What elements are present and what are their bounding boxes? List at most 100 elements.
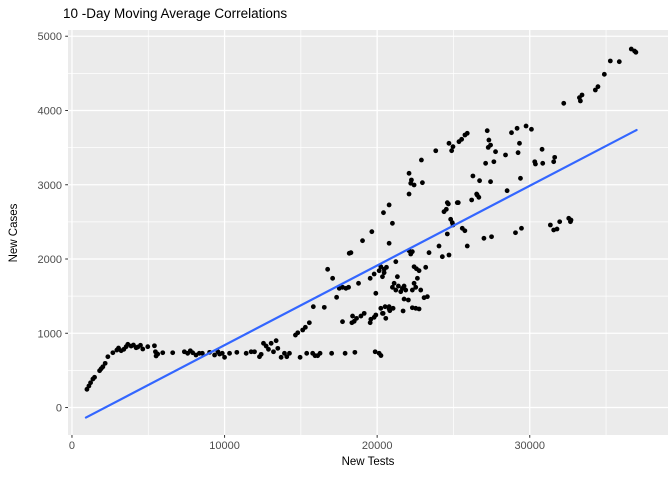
data-point	[515, 150, 521, 156]
data-point	[302, 324, 308, 330]
data-point	[295, 330, 301, 336]
data-point	[406, 170, 412, 176]
data-point	[371, 271, 377, 277]
data-point	[393, 259, 399, 265]
data-point	[304, 350, 310, 356]
data-point	[513, 230, 518, 236]
data-point	[390, 305, 396, 311]
data-point	[401, 283, 407, 289]
data-point	[278, 354, 284, 360]
data-point	[433, 148, 439, 154]
data-point	[222, 354, 227, 360]
data-point	[275, 345, 281, 351]
data-point	[401, 296, 407, 302]
data-point	[248, 349, 254, 355]
data-point	[485, 145, 491, 150]
data-point	[348, 250, 354, 256]
data-point	[483, 160, 489, 166]
data-point	[219, 350, 225, 356]
data-point	[416, 268, 422, 274]
data-point	[577, 98, 583, 104]
data-point	[306, 320, 312, 326]
data-point	[354, 315, 359, 321]
data-point	[418, 287, 424, 293]
data-point	[464, 243, 470, 249]
data-point	[554, 226, 560, 232]
data-point	[160, 350, 166, 356]
data-point	[517, 140, 522, 146]
data-point	[411, 280, 417, 286]
data-point	[297, 354, 303, 360]
data-point	[481, 235, 487, 241]
data-point	[448, 216, 454, 222]
data-point	[488, 179, 493, 185]
data-point	[360, 238, 365, 244]
data-point	[455, 200, 461, 206]
data-point	[227, 350, 232, 356]
data-point	[509, 130, 514, 136]
data-point	[334, 294, 340, 300]
data-point	[367, 275, 373, 281]
data-point	[518, 175, 523, 181]
x-tick-label: 0	[69, 440, 75, 452]
data-point	[459, 136, 465, 142]
data-point	[400, 308, 406, 314]
data-point	[386, 202, 392, 208]
data-point	[258, 351, 264, 357]
data-point	[346, 284, 351, 290]
data-point	[449, 148, 455, 154]
data-point	[373, 312, 379, 318]
x-tick-label: 30000	[514, 440, 545, 452]
data-point	[462, 228, 468, 234]
data-point	[450, 144, 456, 150]
data-point	[406, 191, 412, 197]
data-point	[561, 100, 567, 106]
data-point	[138, 342, 143, 348]
data-point	[395, 283, 401, 289]
data-point	[533, 161, 538, 167]
x-axis-title: New Tests	[341, 456, 395, 468]
y-tick-label: 1000	[38, 328, 62, 340]
data-point	[551, 159, 557, 165]
data-point	[601, 71, 607, 77]
data-point	[317, 350, 323, 356]
data-point	[443, 206, 449, 212]
data-point	[102, 360, 108, 366]
data-point	[411, 182, 417, 188]
data-point	[423, 264, 429, 270]
data-point	[446, 140, 452, 146]
data-point	[325, 266, 331, 272]
data-point	[358, 313, 364, 319]
plot-panel	[68, 30, 668, 435]
data-point	[145, 344, 151, 350]
data-point	[568, 219, 573, 225]
data-point	[88, 380, 93, 386]
y-tick-label: 4000	[38, 105, 62, 117]
trend-line	[84, 128, 638, 419]
data-point	[424, 294, 430, 300]
data-point	[408, 251, 414, 257]
data-point	[376, 268, 382, 274]
data-point	[273, 338, 279, 344]
data-point	[444, 231, 450, 237]
data-point	[380, 274, 385, 280]
data-point	[330, 275, 336, 281]
y-axis-title: New Cases	[8, 203, 20, 263]
data-point	[372, 349, 378, 355]
data-point	[493, 149, 498, 155]
data-point	[352, 349, 358, 355]
data-point	[464, 130, 470, 136]
data-point	[523, 123, 529, 129]
data-point	[514, 125, 520, 131]
data-point	[394, 274, 400, 280]
data-point	[426, 250, 432, 256]
y-tick-label: 3000	[38, 180, 62, 192]
data-point	[329, 350, 335, 356]
chart-title: 10 -Day Moving Average Correlations	[63, 6, 288, 21]
data-point	[491, 159, 497, 165]
data-point	[105, 354, 111, 360]
data-point	[504, 188, 510, 194]
data-point	[170, 350, 176, 356]
